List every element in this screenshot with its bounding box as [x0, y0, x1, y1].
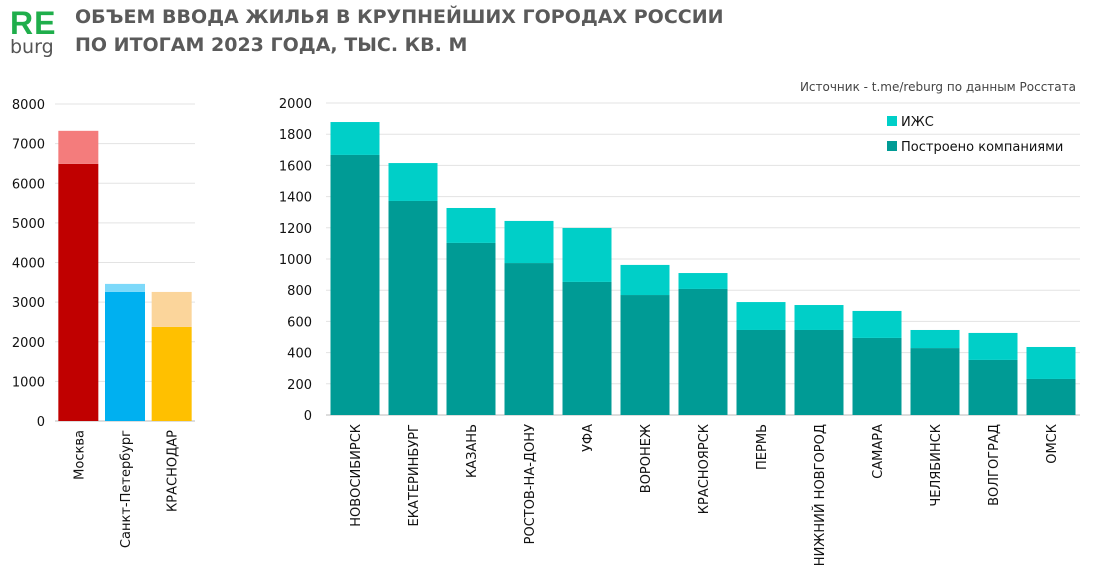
legend-label: ИЖС	[901, 115, 934, 130]
logo-burg: burg	[10, 36, 54, 58]
x-category-label: УФА	[581, 424, 596, 452]
chart-title-line1: ОБЪЕМ ВВОДА ЖИЛЬЯ В КРУПНЕЙШИХ ГОРОДАХ Р…	[75, 6, 724, 28]
bar-companies	[105, 291, 145, 421]
bar-companies	[678, 288, 728, 415]
bar-izhs	[1026, 346, 1076, 379]
bar-companies	[794, 329, 844, 415]
x-category-label: Москва	[72, 430, 87, 480]
bar-izhs	[620, 264, 670, 296]
bar-izhs	[678, 273, 728, 289]
x-category-label: ЧЕЛЯБИНСК	[929, 424, 944, 507]
chart-title-line2: ПО ИТОГАМ 2023 ГОДА, ТЫС. КВ. М	[75, 34, 468, 56]
legend-swatch	[887, 116, 897, 126]
y-tick-label: 1000	[279, 253, 312, 268]
bar-izhs	[852, 310, 902, 338]
x-category-label: ВОРОНЕЖ	[639, 424, 654, 493]
y-tick-label: 0	[37, 415, 45, 430]
y-tick-label: 800	[287, 284, 312, 299]
y-tick-label: 4000	[12, 257, 45, 272]
bar-izhs	[910, 329, 960, 349]
y-tick-label: 600	[287, 315, 312, 330]
x-category-label: ВОЛГОГРАД	[987, 424, 1002, 506]
y-tick-label: 3000	[12, 296, 45, 311]
bar-izhs	[151, 291, 192, 327]
bar-companies	[910, 348, 960, 415]
bar-companies	[1026, 378, 1076, 415]
x-category-label: Санкт-Петербург	[119, 430, 134, 548]
y-tick-label: 6000	[12, 177, 45, 192]
legend-swatch	[887, 141, 897, 151]
legend-label: Построено компаниями	[901, 140, 1063, 155]
x-category-label: САМАРА	[871, 424, 886, 479]
bar-companies	[58, 163, 99, 422]
y-tick-label: 8000	[12, 98, 45, 113]
bar-izhs	[446, 207, 496, 243]
bar-companies	[388, 200, 438, 415]
bar-companies	[562, 281, 612, 415]
bar-companies	[736, 329, 786, 415]
y-tick-label: 0	[304, 409, 312, 424]
x-category-label: ПЕРМЬ	[755, 424, 770, 470]
bar-izhs	[330, 122, 380, 155]
bar-companies	[330, 154, 380, 415]
y-tick-label: 1800	[279, 128, 312, 143]
y-tick-label: 2000	[12, 336, 45, 351]
bar-izhs	[105, 283, 145, 292]
y-tick-label: 7000	[12, 138, 45, 153]
y-tick-label: 2000	[279, 97, 312, 112]
bar-izhs	[736, 302, 786, 330]
y-tick-label: 1400	[279, 191, 312, 206]
y-tick-label: 400	[287, 347, 312, 362]
bar-companies	[968, 359, 1018, 415]
source-note: Источник - t.me/reburg по данным Росстат…	[799, 80, 1076, 94]
bar-companies	[852, 337, 902, 415]
y-tick-label: 5000	[12, 217, 45, 232]
bar-companies	[446, 242, 496, 415]
bar-izhs	[968, 332, 1018, 360]
bar-companies	[504, 263, 554, 415]
y-tick-label: 1600	[279, 159, 312, 174]
bar-companies	[151, 326, 192, 421]
y-tick-label: 1200	[279, 222, 312, 237]
x-category-label: НИЖНИЙ НОВГОРОД	[812, 424, 828, 566]
x-category-label: ОМСК	[1045, 424, 1060, 464]
y-tick-label: 1000	[12, 375, 45, 390]
bar-izhs	[794, 305, 844, 330]
x-category-label: КРАСНОДАР	[166, 430, 181, 512]
bar-izhs	[504, 220, 554, 264]
x-category-label: НОВОСИБИРСК	[349, 424, 364, 527]
logo-re: RE	[10, 5, 57, 41]
y-tick-label: 200	[287, 378, 312, 393]
x-category-label: КРАСНОЯРСК	[697, 424, 712, 514]
bar-izhs	[388, 163, 438, 201]
x-category-label: РОСТОВ-НА-ДОНУ	[523, 424, 538, 544]
bar-companies	[620, 295, 670, 415]
bar-izhs	[58, 130, 99, 164]
x-category-label: КАЗАНЬ	[465, 424, 480, 478]
bar-izhs	[562, 227, 612, 282]
x-category-label: ЕКАТЕРИНБУРГ	[407, 424, 422, 527]
